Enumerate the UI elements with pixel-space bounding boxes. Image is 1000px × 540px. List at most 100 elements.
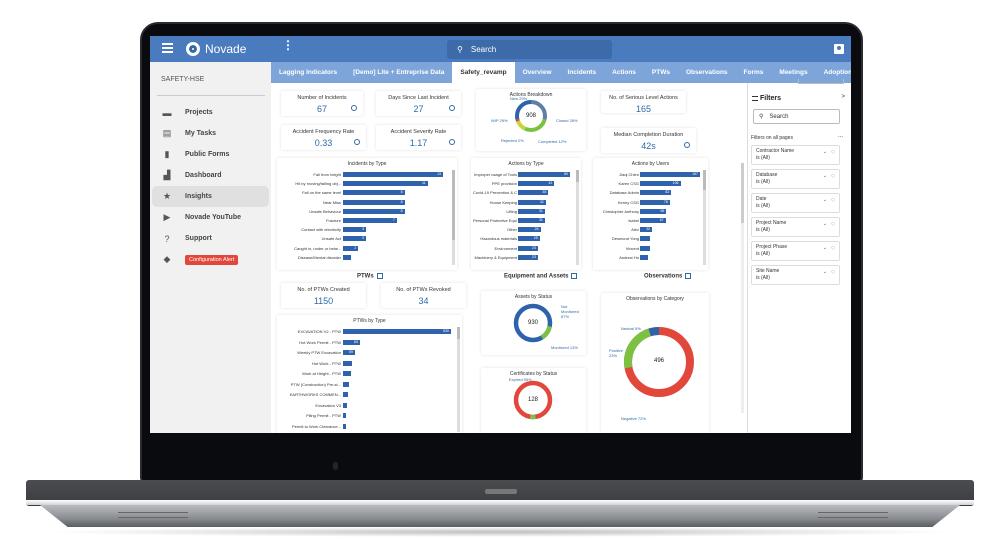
bar[interactable]: [343, 360, 353, 366]
bar[interactable]: [343, 381, 350, 387]
bar[interactable]: 32: [640, 227, 653, 233]
tab-safety-revamp[interactable]: Safety_revamp: [452, 62, 515, 83]
more-options-icon[interactable]: ⋮: [282, 38, 294, 52]
bar[interactable]: 23: [518, 245, 538, 251]
tab-lagging-indicators[interactable]: Lagging Indicators: [279, 69, 338, 76]
observations-by-category-chart[interactable]: Observations by Category 496 Neutral 5% …: [601, 293, 709, 433]
bar[interactable]: 157: [640, 172, 700, 177]
user-account-icon[interactable]: [834, 44, 844, 54]
chevron-down-icon[interactable]: ⌄: [822, 173, 827, 179]
bar[interactable]: [343, 371, 352, 376]
actions-breakdown-chart[interactable]: Actions Breakdown 908 New 29% Closed 28%…: [476, 89, 586, 151]
bar[interactable]: 25: [518, 236, 540, 242]
chevron-down-icon[interactable]: ⌄: [822, 149, 827, 155]
bar[interactable]: 8: [343, 199, 405, 205]
bar[interactable]: [640, 245, 650, 251]
bar[interactable]: 69: [640, 208, 667, 214]
bar[interactable]: 530: [343, 329, 451, 334]
external-link-icon[interactable]: [685, 273, 692, 279]
clear-filter-icon[interactable]: ◇: [831, 173, 835, 179]
actions-by-type-chart[interactable]: Actions by Type Improper usage of Tools 6…: [471, 158, 581, 270]
clear-filter-icon[interactable]: ◇: [831, 149, 835, 155]
kpi-accident-frequency-rate[interactable]: Accident Frequency Rate 0.33: [281, 125, 366, 150]
kpi-serious-level-actions[interactable]: No. of Serious Level Actions 165: [601, 91, 686, 114]
actions-by-users-chart[interactable]: Actions by Users Jiaqi Chien 157 Karen CSG…: [593, 158, 708, 270]
bar[interactable]: 7: [343, 218, 397, 223]
bar[interactable]: 3: [343, 236, 367, 242]
bar[interactable]: 31: [518, 208, 545, 214]
kpi-ptws-created[interactable]: No. of PTWs Created 1150: [281, 283, 366, 308]
info-icon[interactable]: [449, 139, 455, 145]
bar[interactable]: [343, 254, 351, 260]
info-icon[interactable]: [449, 105, 455, 111]
chart-scrollbar[interactable]: [457, 327, 460, 432]
bar[interactable]: [343, 413, 347, 418]
kpi-median-completion-duration[interactable]: Median Completion Duration 42s: [601, 128, 696, 153]
tab-ptws[interactable]: PTWs: [651, 69, 670, 76]
sidebar-item-support[interactable]: ? Support: [152, 228, 269, 249]
sidebar-item-projects[interactable]: ▬ Projects: [152, 102, 269, 123]
bar[interactable]: 83: [343, 339, 360, 345]
bar[interactable]: 42: [518, 181, 555, 187]
bar[interactable]: 78: [640, 199, 670, 205]
bar[interactable]: 60: [518, 172, 570, 177]
external-link-icon[interactable]: [571, 273, 578, 279]
sidebar-item-novade-youtube[interactable]: ▶ Novade YouTube: [152, 207, 269, 228]
sidebar-item-dashboard[interactable]: ▟ Dashboard: [152, 165, 269, 186]
bar[interactable]: 106: [640, 181, 681, 187]
incidents-by-type-chart[interactable]: Incidents by Type Fall from height 13 Hit …: [277, 158, 457, 270]
kpi-number-of-incidents[interactable]: Number of Incidents 67: [281, 91, 363, 116]
collapse-filters-icon[interactable]: >: [841, 94, 845, 100]
info-icon[interactable]: [351, 105, 357, 111]
filters-more-options[interactable]: ...: [837, 133, 843, 139]
bar[interactable]: 8: [343, 190, 405, 196]
bar[interactable]: [343, 423, 346, 429]
ptws-by-type-chart[interactable]: PTWs by Type EXCAVATION V2 - PTW 530 Hot W…: [277, 315, 462, 433]
bar[interactable]: [640, 236, 650, 242]
bar[interactable]: 82: [640, 190, 672, 196]
tab-observations[interactable]: Observations: [685, 69, 728, 76]
tab-forms[interactable]: Forms: [743, 69, 764, 76]
tab-actions[interactable]: Actions: [612, 69, 636, 76]
global-search-input[interactable]: ⚲ Search: [447, 40, 612, 59]
bar[interactable]: [343, 392, 349, 397]
bar[interactable]: 2: [343, 245, 359, 251]
chart-scrollbar[interactable]: [576, 170, 579, 265]
filter-card-contractor-name[interactable]: Contractor Name is (All) ⌄ ◇: [751, 145, 840, 165]
sidebar-item-configuration-alert[interactable]: ◆ Configuration Alert: [152, 249, 269, 270]
bar[interactable]: 59: [343, 350, 356, 355]
bar[interactable]: 13: [343, 172, 443, 177]
filter-card-project-phase[interactable]: Project Phase is (All) ⌄ ◇: [751, 241, 840, 261]
external-link-icon[interactable]: [376, 273, 383, 279]
chevron-down-icon[interactable]: ⌄: [822, 269, 827, 275]
kpi-accident-severity-rate[interactable]: Accident Severity Rate 1.17: [376, 125, 461, 150]
bar[interactable]: 31: [518, 218, 545, 223]
bar[interactable]: [640, 254, 648, 260]
filters-search-input[interactable]: ⚲ Search: [753, 109, 840, 124]
menu-icon[interactable]: [162, 43, 173, 53]
sidebar-item-insights[interactable]: ★ Insights: [152, 186, 269, 207]
bar[interactable]: 35: [518, 190, 549, 196]
bar[interactable]: 11: [343, 181, 428, 187]
certificates-by-status-chart[interactable]: Certificates by Status 128 Expired 95%: [481, 368, 586, 433]
info-icon[interactable]: [354, 139, 360, 145]
bar[interactable]: [343, 402, 347, 408]
tab-adoption[interactable]: Adoption: [823, 69, 851, 76]
tab-meetings[interactable]: Meetings: [779, 69, 808, 76]
sidebar-item-my-tasks[interactable]: ▤ My Tasks: [152, 123, 269, 144]
clear-filter-icon[interactable]: ◇: [831, 221, 835, 227]
bar[interactable]: 26: [518, 227, 541, 233]
clear-filter-icon[interactable]: ◇: [831, 245, 835, 251]
filter-card-date[interactable]: Date is (All) ⌄ ◇: [751, 193, 840, 213]
kpi-ptws-revoked[interactable]: No. of PTWs Revoked 34: [381, 283, 466, 308]
chevron-down-icon[interactable]: ⌄: [822, 221, 827, 227]
chevron-down-icon[interactable]: ⌄: [822, 245, 827, 251]
bar[interactable]: 8: [343, 208, 405, 214]
filter-card-project-name[interactable]: Project Name is (All) ⌄ ◇: [751, 217, 840, 237]
chevron-down-icon[interactable]: ⌄: [822, 197, 827, 203]
chart-scrollbar[interactable]: [703, 170, 706, 265]
report-scrollbar[interactable]: [741, 163, 744, 413]
bar[interactable]: 3: [343, 227, 367, 233]
bar[interactable]: 67: [640, 218, 666, 223]
tab-incidents[interactable]: Incidents: [567, 69, 597, 76]
